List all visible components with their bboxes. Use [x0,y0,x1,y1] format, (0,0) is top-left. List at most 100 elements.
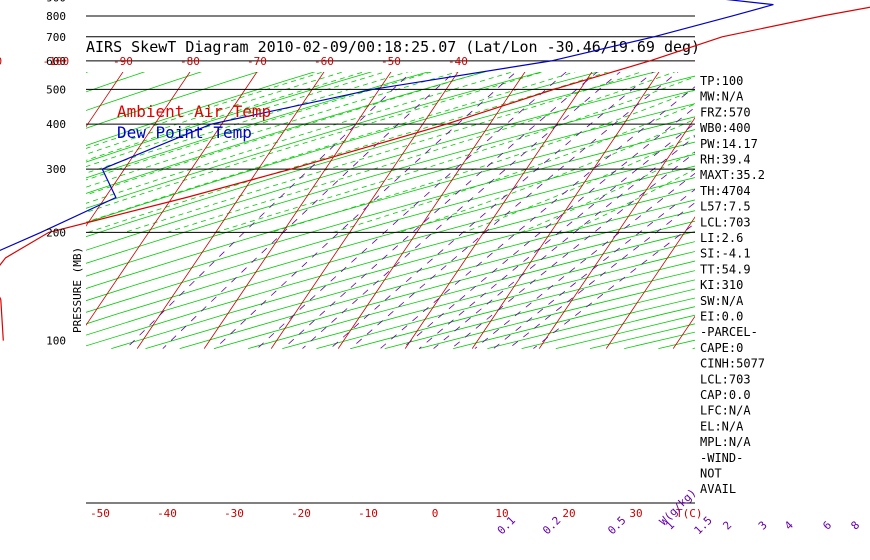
stability-index: MW:N/A [700,90,744,104]
isotherm [86,72,258,326]
mixing-ratio-label: 3 [756,519,770,533]
y-axis-label: PRESSURE (MB) [71,247,84,333]
stability-index: EI:0.0 [700,310,743,324]
stability-index: CAP:0.0 [700,388,751,402]
moist-adiabat [86,72,409,174]
isotherm [807,0,870,349]
pressure-tick-label: 600 [46,55,66,68]
dry-adiabat [86,165,695,336]
temp-tick-label-top: -100 [43,55,70,68]
dew-point-line [0,0,774,252]
stability-index: LI:2.6 [700,231,743,245]
stability-index: LFC:N/A [700,404,751,418]
dry-adiabat [86,129,695,302]
moist-adiabat [86,72,485,196]
dry-adiabat [829,0,870,349]
pressure-tick-label: 400 [46,118,66,131]
moist-adiabat [86,72,433,181]
stability-index: SW:N/A [700,294,744,308]
pressure-tick-label: 100 [46,335,66,348]
legend-dew-point: Dew Point Temp [117,123,252,142]
moist-adiabat [87,72,609,233]
legend-air-temp: Ambient Air Temp [117,102,271,121]
pressure-tick-label: 300 [46,163,66,176]
temp-tick-label-top: -110 [0,55,2,68]
pressure-tick-label: 700 [46,31,66,44]
temp-tick-label-top: -60 [314,55,334,68]
stability-index: EL:N/A [700,419,744,433]
isotherm [337,72,526,349]
temp-tick-label: 0 [432,507,439,520]
dry-adiabat [86,141,695,313]
dry-adiabat [86,72,657,238]
dry-adiabat [86,177,695,347]
stability-index: TH:4704 [700,184,751,198]
stability-index: KI:310 [700,278,743,292]
profiles [0,0,870,341]
pressure-tick-label: 800 [46,10,66,23]
temp-tick-label-top: -70 [247,55,267,68]
stability-index: NOT [700,467,722,481]
mixing-ratio-label: 10 [868,516,870,535]
stability-index: LCL:703 [700,215,751,229]
mixing-ratio-label: 0.2 [540,514,563,537]
isotherm [605,216,695,349]
stability-index: RH:39.4 [700,153,751,167]
stability-index: MPL:N/A [700,435,751,449]
dry-adiabat [86,116,695,289]
temp-tick-label-top: -40 [448,55,468,68]
stability-index: PW:14.17 [700,137,758,151]
mixing-ratio-line [350,72,679,349]
dry-adiabat [86,103,695,277]
mixing-ratio-label: 4 [782,518,796,532]
moist-adiabat [215,76,695,233]
temp-tick-label: -40 [157,507,177,520]
dry-adiabat [86,75,695,251]
dry-adiabat [795,0,870,349]
mixing-ratio-line [162,72,456,349]
stability-index: CAPE:0 [700,341,743,355]
air-temp-line [0,6,870,341]
background-lines [86,0,870,349]
temp-tick-label: -10 [358,507,378,520]
moist-adiabat [86,72,544,213]
stability-index: -PARCEL- [700,325,758,339]
isotherm [203,72,392,349]
pressure-tick-label: 900 [46,0,66,5]
temp-tick-label-top: -80 [180,55,200,68]
dry-adiabat [864,0,870,349]
dry-adiabat [761,0,870,349]
isotherm [136,72,325,349]
stability-index: SI:-4.1 [700,247,751,261]
moist-adiabat [86,72,576,223]
temp-tick-label-top: -50 [381,55,401,68]
stability-index: -WIND- [700,451,743,465]
mixing-ratio-line [283,72,598,349]
isotherm [538,117,695,349]
dry-adiabat [111,188,695,349]
moist-adiabat [86,72,387,168]
mixing-ratio-line [380,86,695,349]
pressure-tick-label: 500 [46,83,66,96]
isotherm [471,72,660,349]
stability-index: CINH:5077 [700,357,765,371]
mixing-ratio-label: 0.5 [605,514,628,537]
moist-adiabat [270,89,695,233]
moist-adiabat [520,151,695,233]
mixing-ratio-label: 6 [820,519,834,533]
moist-adiabat [86,72,345,155]
temp-tick-label: 10 [495,507,508,520]
stability-index: LCL:703 [700,372,751,386]
temp-tick-label: -20 [291,507,311,520]
chart-title: AIRS SkewT Diagram 2010-02-09/00:18:25.0… [86,38,700,56]
mixing-ratio-line [433,135,695,349]
stability-index: TP:100 [700,74,743,88]
stability-index: FRZ:570 [700,105,751,119]
stability-index: TT:54.9 [700,262,751,276]
isotherm [404,72,593,349]
mixing-ratio-label: 2 [720,519,734,533]
dry-adiabat [86,89,695,264]
temp-tick-label-top: -90 [113,55,133,68]
